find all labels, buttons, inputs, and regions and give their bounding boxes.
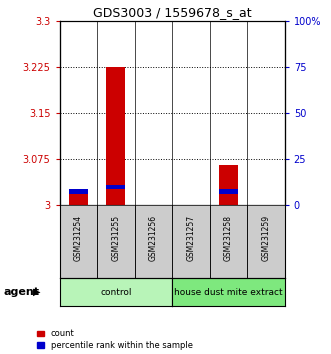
Bar: [219, 165, 238, 205]
Text: agent: agent: [3, 287, 39, 297]
Legend: count, percentile rank within the sample: count, percentile rank within the sample: [37, 329, 193, 350]
Bar: [69, 189, 88, 194]
Text: GSM231254: GSM231254: [74, 215, 83, 261]
Text: control: control: [100, 287, 132, 297]
Bar: [107, 67, 125, 205]
Text: GSM231259: GSM231259: [261, 215, 270, 261]
Text: GSM231255: GSM231255: [111, 215, 120, 261]
Text: GSM231257: GSM231257: [186, 215, 195, 261]
Text: ▶: ▶: [33, 287, 41, 297]
Text: GSM231258: GSM231258: [224, 215, 233, 261]
Title: GDS3003 / 1559678_s_at: GDS3003 / 1559678_s_at: [93, 6, 252, 19]
Text: house dust mite extract: house dust mite extract: [174, 287, 283, 297]
Bar: [219, 189, 238, 194]
Bar: [107, 185, 125, 189]
Bar: [69, 193, 88, 205]
Text: GSM231256: GSM231256: [149, 215, 158, 261]
